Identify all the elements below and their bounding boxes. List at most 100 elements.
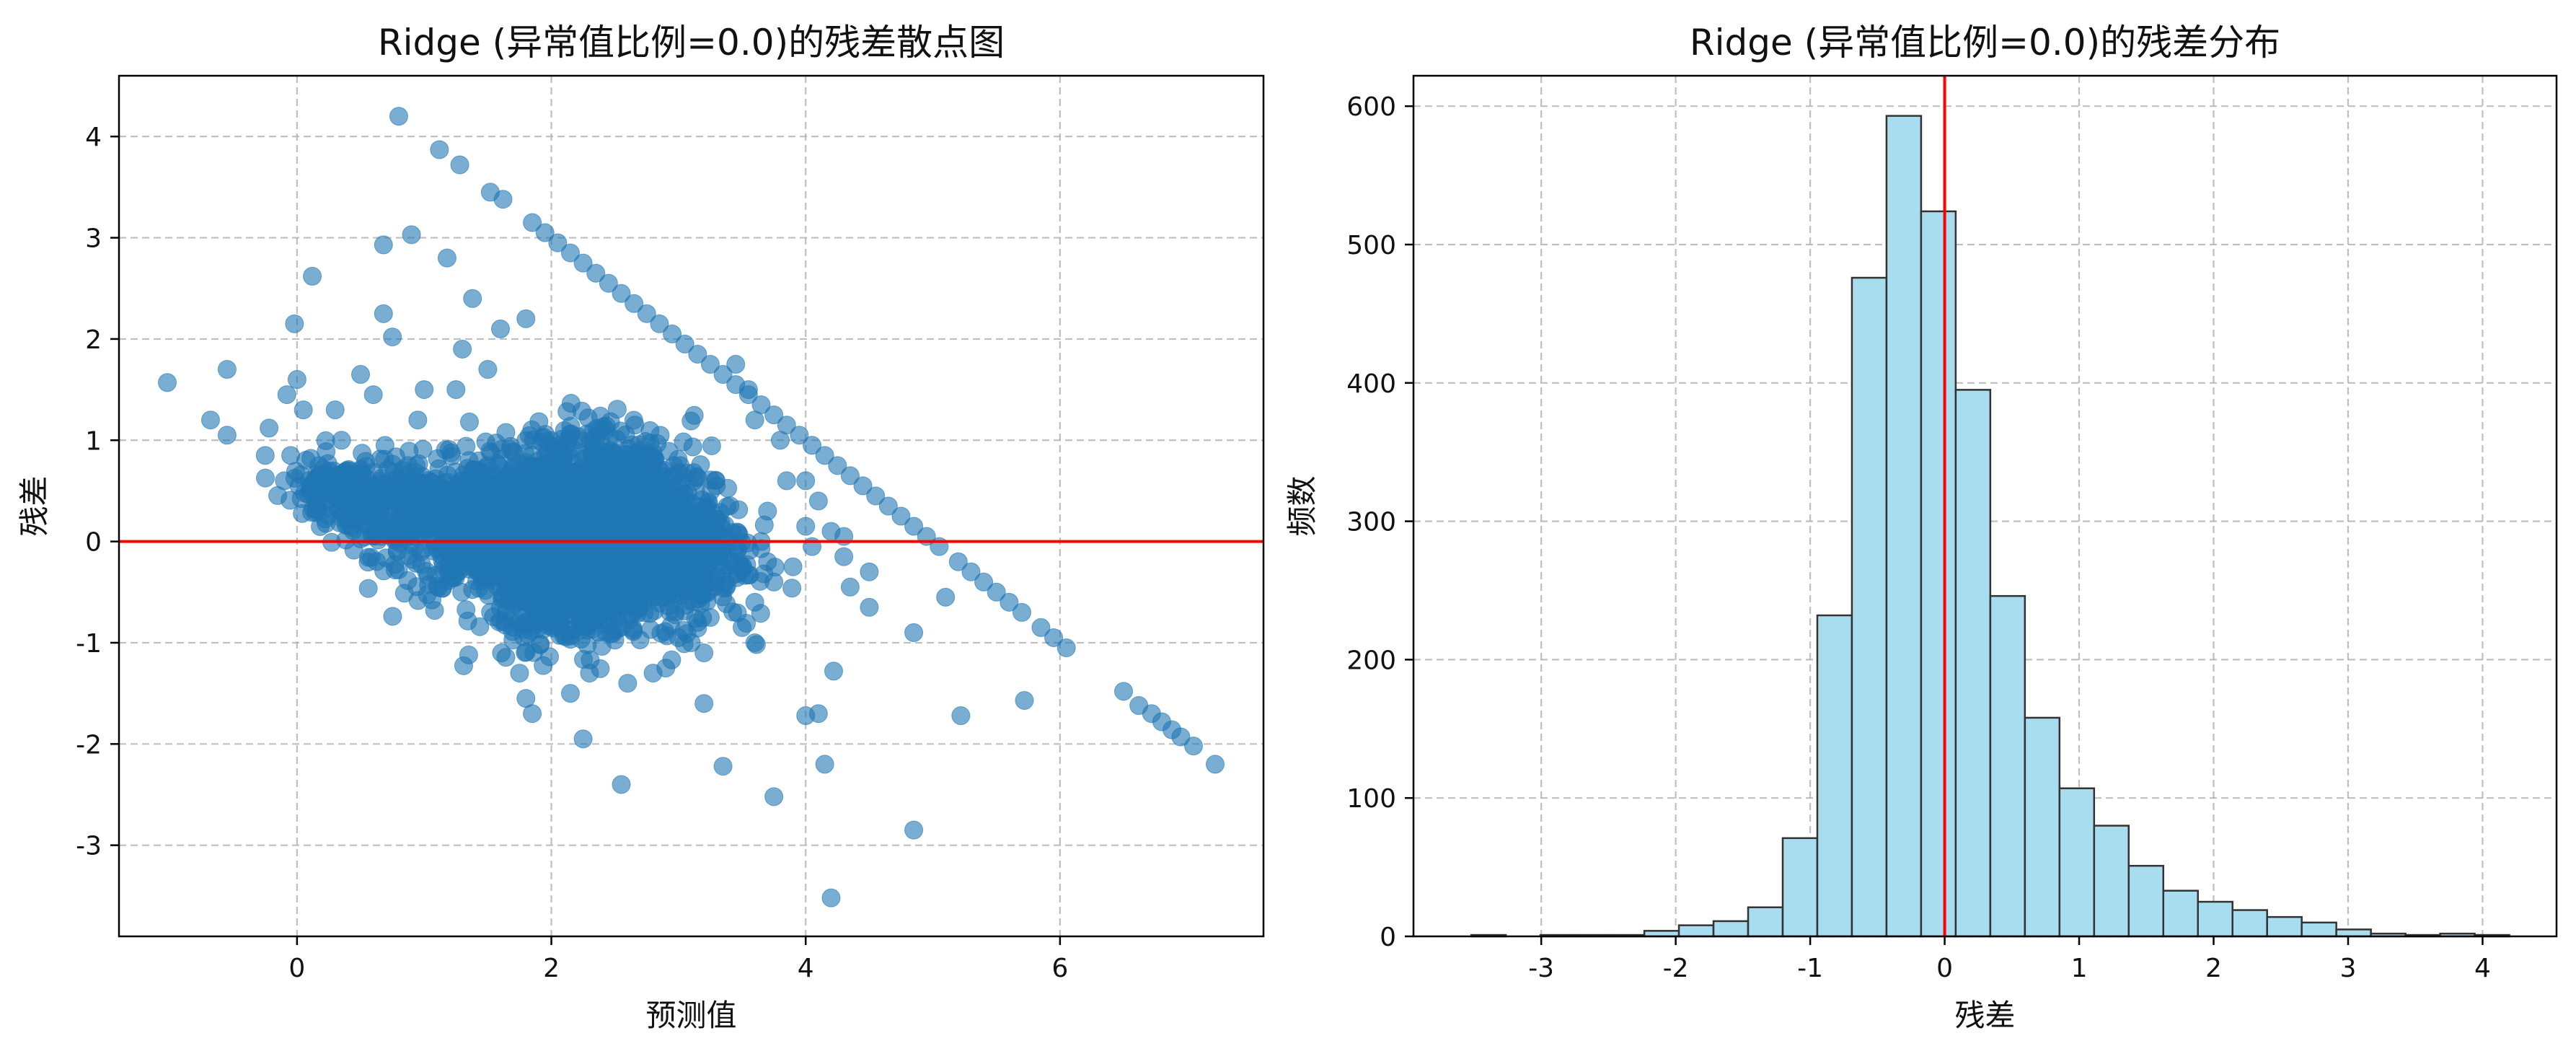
scatter-point <box>783 557 803 576</box>
scatter-point <box>535 223 555 242</box>
scatter-point <box>491 319 510 338</box>
scatter-point <box>433 579 452 598</box>
scatter-point <box>1015 690 1034 710</box>
scatter-point <box>758 501 777 521</box>
scatter-point <box>658 543 677 563</box>
scatter-point <box>1205 755 1225 774</box>
scatter-point <box>519 426 539 446</box>
scatter-point <box>415 380 434 400</box>
scatter-point <box>641 466 661 485</box>
histogram-bar <box>2301 921 2337 938</box>
scatter-x-tick-label: 4 <box>798 954 814 983</box>
scatter-point <box>511 585 530 605</box>
scatter-point <box>726 375 746 395</box>
histogram-bar <box>1920 210 1957 938</box>
scatter-plot-frame <box>118 74 1265 938</box>
histogram-bar <box>2197 900 2233 938</box>
scatter-point <box>588 607 608 626</box>
scatter-point <box>580 664 599 683</box>
scatter-point <box>669 449 688 469</box>
scatter-point <box>675 575 694 594</box>
scatter-y-tick-label: -1 <box>76 629 102 659</box>
scatter-point <box>542 540 561 559</box>
histogram-x-tick-label: 2 <box>2205 954 2222 983</box>
scatter-point <box>821 888 841 908</box>
histogram-bar <box>2127 864 2165 938</box>
scatter-point <box>478 360 498 379</box>
scatter-point <box>796 471 816 491</box>
scatter-point <box>745 633 764 652</box>
scatter-point <box>374 235 393 255</box>
scatter-point <box>303 266 322 286</box>
scatter-x-tick-label: 6 <box>1051 954 1068 983</box>
scatter-point <box>510 664 529 683</box>
scatter-y-tick-label: 3 <box>85 224 102 254</box>
scatter-point <box>727 568 746 587</box>
scatter-y-tick-label: 4 <box>85 123 102 152</box>
scatter-point <box>560 684 580 703</box>
scatter-point <box>200 410 220 430</box>
residual-histogram-chart: -3 -2 -1 0 1 2 3 4 0 100 200 300 400 500 600 Ridge (异常… <box>1284 22 2558 1033</box>
scatter-point <box>351 483 371 502</box>
scatter-point <box>573 729 593 749</box>
scatter-point <box>586 433 605 452</box>
scatter-point <box>745 592 764 612</box>
scatter-point <box>493 190 513 209</box>
scatter-point <box>459 412 479 431</box>
histogram-x-tick-label: 1 <box>2071 954 2088 983</box>
scatter-point <box>764 787 784 807</box>
scatter-point <box>586 263 606 283</box>
histogram-x-tick-label: -2 <box>1663 954 1689 983</box>
scatter-point <box>398 571 418 590</box>
scatter-point <box>669 628 688 647</box>
histogram-x-tick-label: -1 <box>1797 954 1823 983</box>
scatter-point <box>450 155 469 175</box>
scatter-point <box>383 607 402 626</box>
scatter-point <box>706 470 725 490</box>
scatter-point <box>790 426 809 445</box>
scatter-point <box>301 449 320 468</box>
scatter-y-tick-label: 1 <box>85 426 102 456</box>
scatter-point <box>565 590 585 610</box>
scatter-point <box>623 618 643 638</box>
histogram-bar <box>1712 920 1750 938</box>
scatter-point <box>603 477 622 496</box>
scatter-point <box>1057 638 1076 657</box>
scatter-y-tick-label: -3 <box>76 832 102 861</box>
scatter-point <box>623 503 643 522</box>
scatter-point <box>358 579 378 598</box>
scatter-point <box>700 355 720 374</box>
scatter-point <box>523 519 542 538</box>
scatter-point <box>702 436 721 455</box>
scatter-point <box>516 559 535 579</box>
scatter-point <box>733 618 752 637</box>
scatter-point <box>490 612 509 632</box>
scatter-x-tick-label: 2 <box>543 954 560 983</box>
scatter-point <box>496 423 516 442</box>
scatter-point <box>539 647 559 667</box>
scatter-point <box>260 418 279 438</box>
scatter-point <box>828 456 847 475</box>
scatter-point <box>777 471 796 491</box>
histogram-bar <box>2335 928 2372 938</box>
scatter-point <box>256 468 275 488</box>
scatter-point <box>413 439 433 459</box>
scatter-point <box>281 446 301 465</box>
scatter-x-tick-label: 0 <box>288 954 305 983</box>
scatter-point <box>570 460 590 479</box>
histogram-ticks: -3 -2 -1 0 1 2 3 4 0 100 200 300 400 500 600 <box>1346 92 2491 983</box>
scatter-point <box>436 530 456 550</box>
scatter-point <box>764 405 784 425</box>
histogram-plot-frame <box>1412 74 2558 938</box>
scatter-point <box>217 426 237 445</box>
scatter-point <box>723 602 743 622</box>
scatter-point <box>277 385 296 405</box>
scatter-point <box>751 395 771 415</box>
scatter-point <box>375 449 394 469</box>
scatter-point <box>437 248 456 268</box>
scatter-point <box>1171 727 1191 747</box>
scatter-point <box>294 400 313 420</box>
scatter-point <box>255 446 275 465</box>
